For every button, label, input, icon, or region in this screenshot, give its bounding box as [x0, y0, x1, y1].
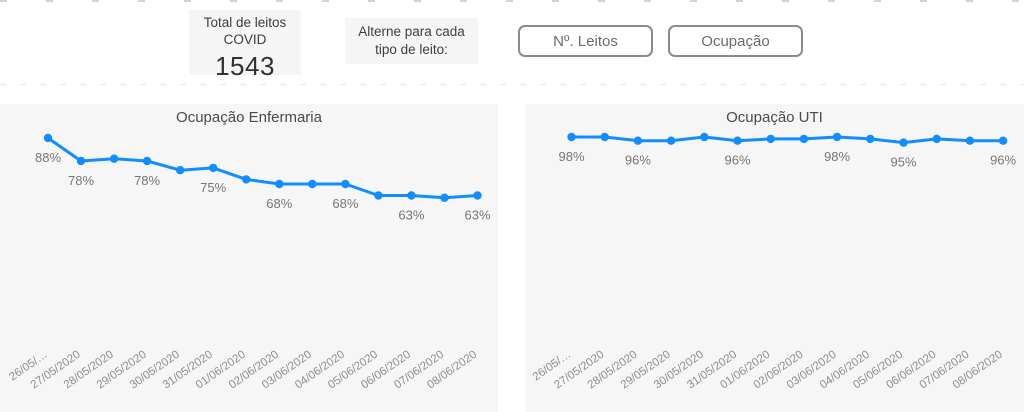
- kpi-card-total-leitos: Total de leitos COVID 1543: [189, 10, 301, 81]
- toggle-hint-line2: tipo de leito:: [375, 42, 448, 57]
- data-point[interactable]: [176, 166, 185, 175]
- data-label: 96%: [625, 153, 651, 168]
- data-point[interactable]: [407, 191, 416, 200]
- data-label: 88%: [35, 150, 61, 165]
- chart-title-enfermaria: Ocupação Enfermaria: [176, 109, 322, 126]
- data-label: 78%: [68, 173, 94, 188]
- kpi-title-line2: COVID: [223, 31, 267, 47]
- data-point[interactable]: [308, 179, 317, 189]
- data-point[interactable]: [766, 134, 775, 144]
- line-chart-enfermaria[interactable]: 88%78% 78% 75%68% 68%63% 63%26/05/…27/05/202…: [0, 104, 498, 412]
- data-label: 95%: [890, 155, 916, 170]
- toggle-hint-line1: Alterne para cada: [358, 23, 465, 39]
- kpi-title-line1: Total de leitos: [203, 15, 287, 30]
- ocupacao-button-label: Ocupação: [701, 32, 770, 50]
- data-point[interactable]: [440, 193, 449, 202]
- data-point[interactable]: [109, 154, 119, 163]
- data-label: 96%: [724, 153, 750, 168]
- series-line: [570, 135, 1005, 145]
- num-leitos-button[interactable]: Nº. Leitos: [518, 25, 653, 57]
- data-point[interactable]: [965, 136, 975, 145]
- data-point[interactable]: [76, 156, 86, 166]
- data-point[interactable]: [866, 134, 875, 144]
- data-point[interactable]: [799, 134, 809, 144]
- data-point[interactable]: [600, 132, 609, 142]
- data-point[interactable]: [275, 179, 284, 189]
- data-point[interactable]: [142, 156, 152, 166]
- chart-panel-enfermaria: Ocupação Enfermaria 88% 78% 78% 75% 68% 68% 63…: [0, 104, 498, 412]
- data-point[interactable]: [899, 138, 908, 147]
- line-chart-uti[interactable]: 98% 96% 96% 98% 95% 96%26/05/…27/05/202028/05…: [525, 104, 1024, 412]
- toggle-hint-box: Alterne para cada tipo de leito:: [345, 18, 478, 64]
- data-point[interactable]: [633, 136, 643, 145]
- data-point[interactable]: [700, 132, 709, 142]
- data-point[interactable]: [473, 191, 482, 200]
- series-line: [46, 136, 479, 200]
- data-point[interactable]: [374, 191, 383, 200]
- data-label: 96%: [990, 153, 1016, 168]
- data-point[interactable]: [43, 133, 53, 143]
- data-point[interactable]: [666, 136, 676, 145]
- chart-title-uti: Ocupação UTI: [726, 109, 823, 126]
- data-point[interactable]: [733, 136, 742, 145]
- data-point[interactable]: [209, 163, 218, 173]
- data-label: 75%: [200, 180, 226, 195]
- chart-panel-uti: Ocupação UTI 98% 96% 96% 98% 95% 96% 26/05/… 27…: [525, 104, 1024, 412]
- data-point[interactable]: [567, 132, 576, 142]
- num-leitos-button-label: Nº. Leitos: [553, 32, 618, 50]
- data-point[interactable]: [932, 134, 941, 144]
- data-point[interactable]: [832, 132, 842, 142]
- data-point[interactable]: [341, 179, 350, 189]
- data-point[interactable]: [998, 136, 1008, 145]
- grid-dash-line-top: [0, 0, 1024, 2]
- data-label: 68%: [266, 196, 292, 211]
- grid-dash-line-middle: [0, 84, 1024, 85]
- data-label: 63%: [398, 208, 424, 223]
- data-label: 63%: [464, 208, 490, 223]
- ocupacao-button[interactable]: Ocupação: [668, 25, 803, 57]
- data-label: 68%: [332, 196, 358, 211]
- data-point[interactable]: [242, 175, 251, 184]
- kpi-value: 1543: [215, 50, 275, 81]
- data-label: 98%: [558, 149, 584, 164]
- data-label: 78%: [134, 173, 160, 188]
- data-label: 98%: [824, 149, 850, 164]
